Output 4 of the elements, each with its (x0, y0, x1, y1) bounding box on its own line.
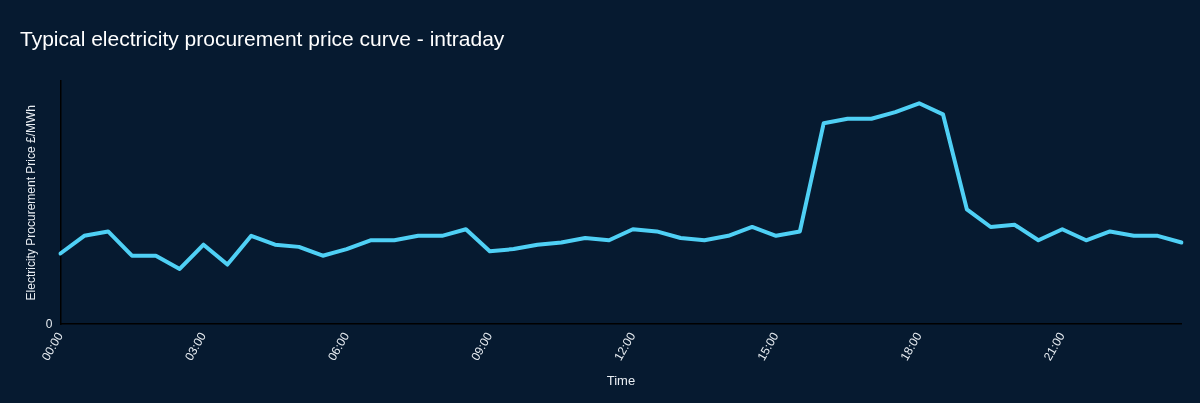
chart-title: Typical electricity procurement price curve - intraday (20, 27, 505, 51)
x-axis-title: Time (606, 372, 636, 388)
text: 0 (45, 316, 53, 331)
y-axis-title: Electricity Procurement Price £/MWh (23, 105, 38, 301)
